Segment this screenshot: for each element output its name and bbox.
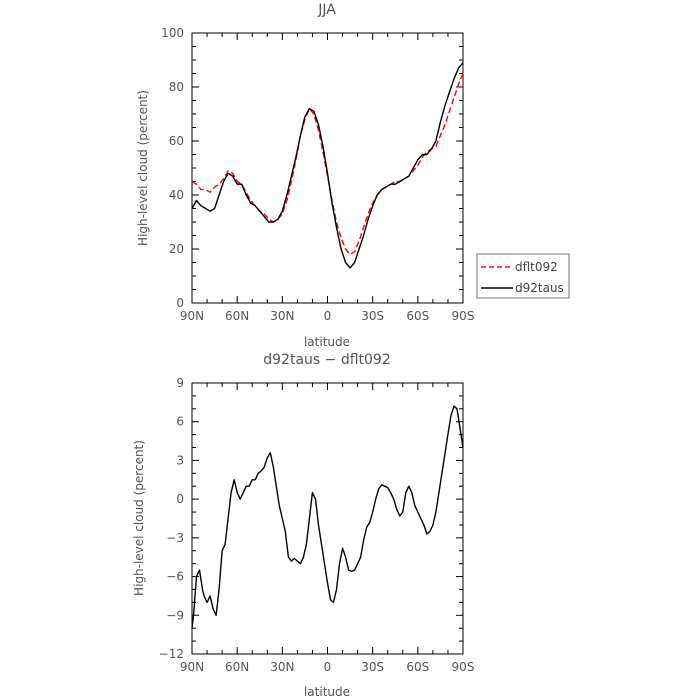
bottom-y-tick-label: 6	[176, 415, 184, 429]
top-x-tick-label: 90N	[180, 309, 204, 323]
top-x-tick-label: 0	[324, 309, 332, 323]
bottom-x-tick-label: 0	[324, 660, 332, 674]
bottom-x-tick-label: 90S	[452, 660, 475, 674]
bottom-y-tick-label: −9	[166, 608, 184, 622]
top-panel: JJA High-level cloud (percent) latitude …	[136, 2, 570, 349]
top-y-tick-label: 100	[161, 26, 184, 40]
top-panel-y-axis-title: High-level cloud (percent)	[136, 90, 150, 246]
legend-box	[476, 253, 570, 299]
legend-label-d92taus: d92taus	[515, 281, 564, 295]
top-series-line-dflt092	[191, 73, 464, 256]
bottom-panel-x-axis-title: latitude	[304, 685, 350, 699]
top-panel-series	[191, 62, 464, 269]
bottom-y-tick-label: 0	[176, 492, 184, 506]
top-y-tick-label: 80	[169, 80, 184, 94]
legend-label-dflt092: dflt092	[515, 260, 558, 274]
bottom-series-line-series-0	[191, 405, 464, 629]
top-y-tick-label: 20	[169, 242, 184, 256]
bottom-y-tick-label: 9	[176, 376, 184, 390]
bottom-panel-series	[191, 405, 464, 629]
top-x-tick-label: 30S	[361, 309, 384, 323]
top-x-tick-label: 60S	[406, 309, 429, 323]
top-y-tick-label: 40	[169, 188, 184, 202]
bottom-y-tick-label: 3	[176, 453, 184, 467]
bottom-plot-frame	[191, 382, 464, 655]
top-panel-title: JJA	[317, 2, 336, 18]
top-x-tick-label: 60N	[225, 309, 249, 323]
bottom-panel: d92taus − dflt092 High-level cloud (perc…	[132, 352, 474, 699]
bottom-panel-title: d92taus − dflt092	[263, 352, 390, 368]
bottom-x-tick-label: 30N	[270, 660, 294, 674]
bottom-y-tick-label: −12	[159, 647, 184, 661]
top-x-tick-label: 90S	[452, 309, 475, 323]
legend: dflt092 d92taus	[476, 253, 570, 299]
top-series-line-d92taus	[191, 62, 464, 269]
top-panel-x-axis-title: latitude	[304, 335, 350, 349]
top-y-tick-label: 60	[169, 134, 184, 148]
top-plot-frame	[191, 32, 464, 304]
bottom-x-tick-label: 60S	[406, 660, 429, 674]
bottom-y-tick-label: −3	[166, 531, 184, 545]
bottom-x-tick-label: 90N	[180, 660, 204, 674]
top-y-tick-label: 0	[176, 296, 184, 310]
bottom-panel-y-axis-title: High-level cloud (percent)	[132, 440, 146, 596]
bottom-panel-axes: 90N 60N 30N 0 30S 60S 90S −12 −9 −6 −3 0 3 6 9	[159, 376, 475, 674]
top-x-tick-label: 30N	[270, 309, 294, 323]
bottom-x-tick-label: 60N	[225, 660, 249, 674]
bottom-x-tick-label: 30S	[361, 660, 384, 674]
top-panel-axes: 90N 60N 30N 0 30S 60S 90S 0 20 40 60 80 100	[161, 26, 474, 323]
bottom-y-tick-label: −6	[166, 570, 184, 584]
